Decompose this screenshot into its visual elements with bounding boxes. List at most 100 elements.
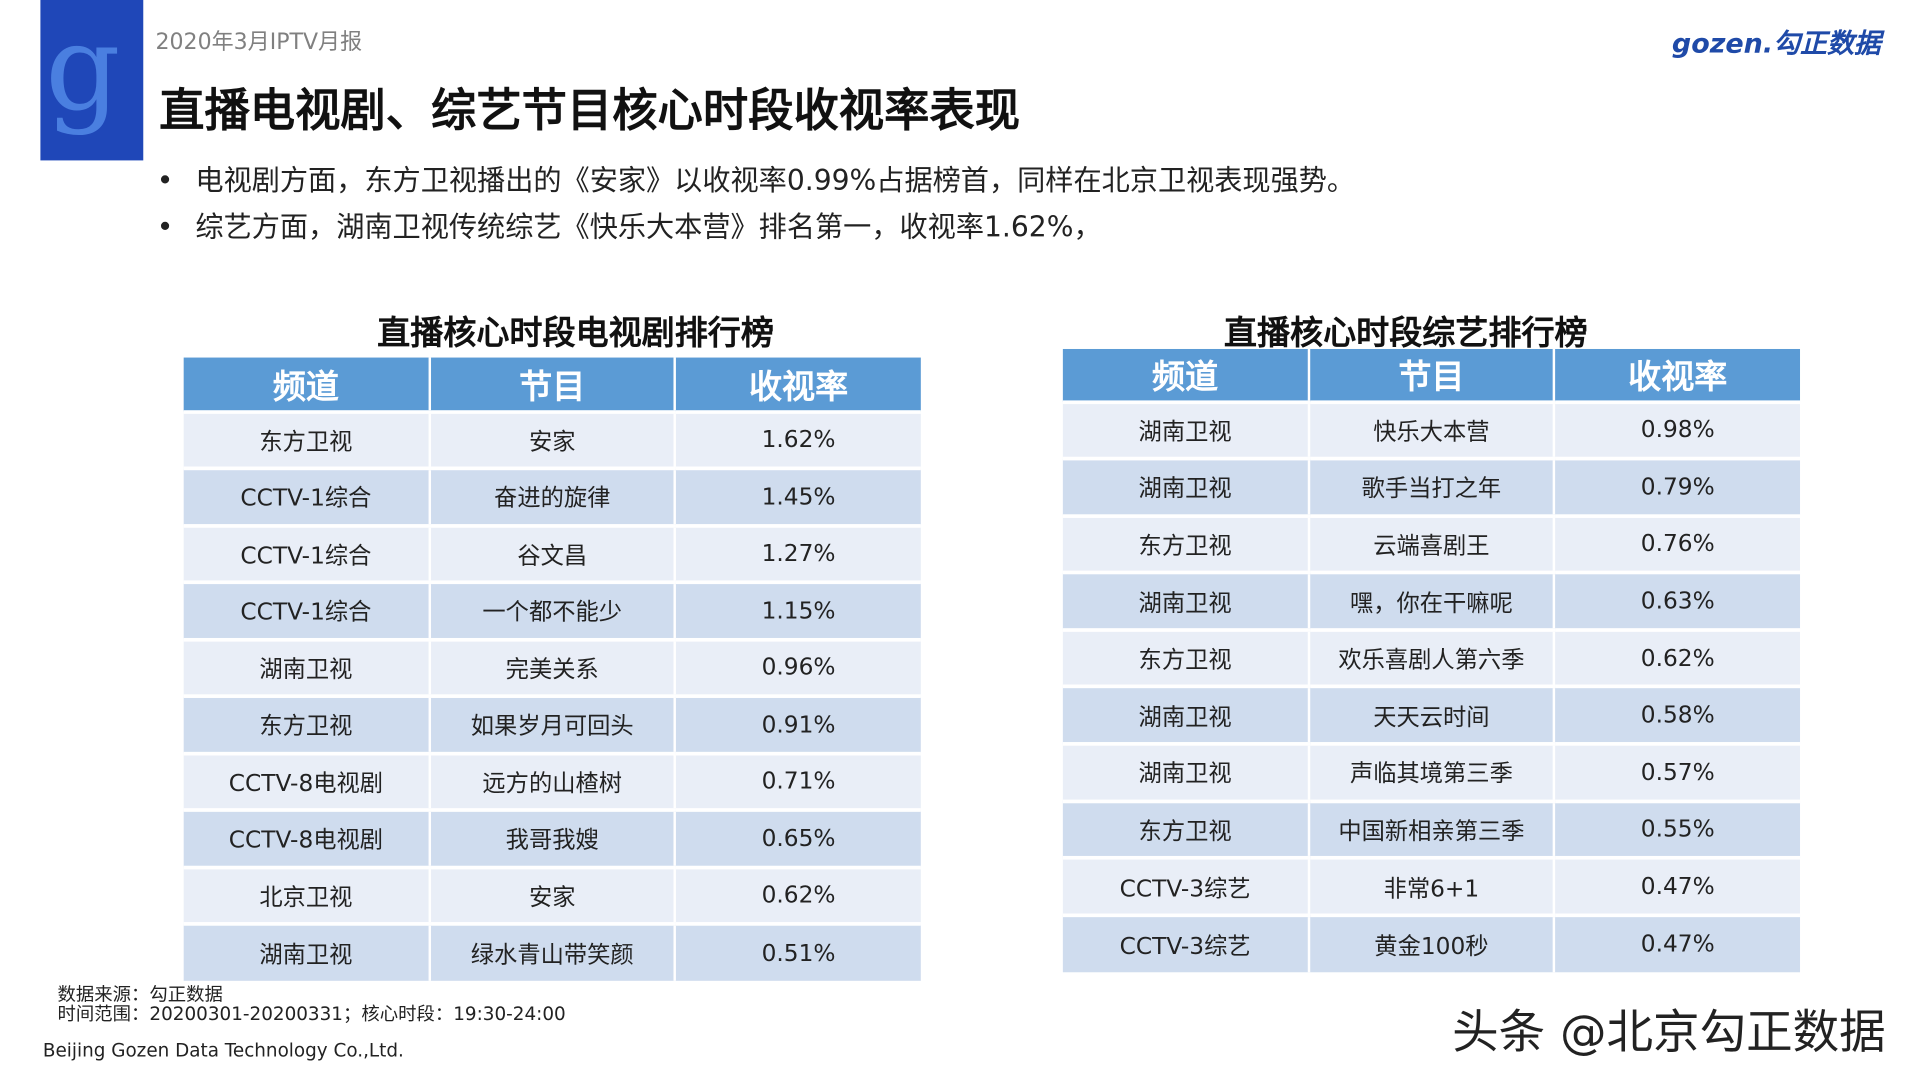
table-cell: 黄金100秒	[1308, 913, 1556, 973]
table-cell: 湖南卫视	[1062, 399, 1310, 459]
source-text: 数据来源：勾正数据	[57, 983, 223, 1006]
table-row: 湖南卫视 快乐大本营 0.98%	[1062, 399, 1801, 459]
table-row: 东方卫视 如果岁月可回头 0.91%	[183, 694, 921, 754]
logo-block: g	[40, 0, 144, 161]
table-cell: 非常6+1	[1308, 856, 1556, 916]
table-cell: 安家	[429, 409, 677, 469]
table-cell: 北京卫视	[183, 865, 431, 924]
table-cell: 0.47%	[1554, 856, 1801, 916]
table-cell: 1.27%	[675, 523, 921, 583]
table-cell: CCTV-8电视剧	[183, 751, 431, 811]
range-text: 时间范围：20200301-20200331；核心时段：19:30-24:00	[57, 1002, 566, 1025]
table-cell: 绿水青山带笑颜	[429, 922, 677, 981]
table-cell: 0.98%	[1554, 399, 1801, 459]
table-cell: CCTV-1综合	[183, 580, 431, 640]
page-title: 直播电视剧、综艺节目核心时段收视率表现	[159, 84, 1021, 138]
table-cell: CCTV-8电视剧	[183, 808, 431, 867]
table-cell: 0.65%	[675, 808, 921, 867]
table-cell: 天天云时间	[1308, 685, 1556, 744]
table-cell: CCTV-1综合	[183, 466, 431, 526]
table-cell: 0.76%	[1554, 513, 1801, 573]
table-cell: 湖南卫视	[1062, 570, 1310, 630]
table-cell: 快乐大本营	[1308, 399, 1556, 459]
table-row: CCTV-1综合 奋进的旋律 1.45%	[183, 466, 921, 526]
table-cell: 0.63%	[1554, 570, 1801, 630]
table-row: 东方卫视 云端喜剧王 0.76%	[1062, 513, 1801, 573]
table-row: 东方卫视 安家 1.62%	[183, 409, 921, 469]
watermark: 头条 @北京勾正数据	[1452, 1005, 1886, 1060]
table-row: CCTV-3综艺 非常6+1 0.47%	[1062, 856, 1801, 916]
bullet-item: • 电视剧方面，东方卫视播出的《安家》以收视率0.99%占据榜首，同样在北京卫视表…	[156, 165, 1356, 198]
table-cell: 我哥我嫂	[429, 808, 677, 867]
table-row: 东方卫视 中国新相亲第三季 0.55%	[1062, 799, 1801, 859]
table-cell: 奋进的旋律	[429, 466, 677, 526]
column-header: 节目	[1308, 348, 1556, 402]
bullet-item: • 综艺方面，湖南卫视传统综艺《快乐大本营》排名第一，收视率1.62%，	[156, 211, 1102, 244]
table-cell: 湖南卫视	[1062, 685, 1310, 744]
table-cell: 远方的山楂树	[429, 751, 677, 811]
table-cell: CCTV-3综艺	[1062, 913, 1310, 973]
table-row: 湖南卫视 绿水青山带笑颜 0.51%	[183, 922, 921, 981]
column-header: 收视率	[1554, 348, 1801, 402]
data-source: 数据来源：勾正数据 时间范围：20200301-20200331；核心时段：19…	[58, 984, 566, 1023]
table-cell: 0.51%	[675, 922, 921, 981]
company-name: Beijing Gozen Data Technology Co.,Ltd.	[42, 1039, 404, 1062]
report-label: 2020年3月IPTV月报	[155, 29, 363, 56]
table-row: 湖南卫视 歌手当打之年 0.79%	[1062, 456, 1801, 516]
table-cell: 东方卫视	[1062, 513, 1310, 573]
table-row: CCTV-1综合 一个都不能少 1.15%	[183, 580, 921, 640]
table-cell: 歌手当打之年	[1308, 456, 1556, 516]
table-cell: 东方卫视	[183, 409, 431, 469]
variety-table-title: 直播核心时段综艺排行榜	[1223, 314, 1588, 353]
table-cell: 东方卫视	[1062, 628, 1310, 687]
table-cell: 0.47%	[1554, 913, 1801, 973]
table-cell: 欢乐喜剧人第六季	[1308, 628, 1556, 687]
table-cell: 湖南卫视	[183, 922, 431, 981]
table-cell: 湖南卫视	[1062, 742, 1310, 802]
table-row: CCTV-8电视剧 远方的山楂树 0.71%	[183, 751, 921, 811]
table-cell: 谷文昌	[429, 523, 677, 583]
table-row: 湖南卫视 声临其境第三季 0.57%	[1062, 742, 1801, 802]
table-row: 湖南卫视 嘿，你在干嘛呢 0.63%	[1062, 570, 1801, 630]
table-cell: CCTV-1综合	[183, 523, 431, 583]
table-cell: 湖南卫视	[183, 637, 431, 697]
table-cell: 0.62%	[675, 865, 921, 924]
table-cell: 1.15%	[675, 580, 921, 640]
table-cell: 云端喜剧王	[1308, 513, 1556, 573]
table-cell: 东方卫视	[183, 694, 431, 754]
table-row: 北京卫视 安家 0.62%	[183, 865, 921, 924]
table-cell: 0.79%	[1554, 456, 1801, 516]
table-cell: 0.91%	[675, 694, 921, 754]
table-cell: 完美关系	[429, 637, 677, 697]
variety-ranking-table: 频道 节目 收视率 湖南卫视 快乐大本营 0.98% 湖南卫视 歌手当打之年 0.79% 东方卫视…	[1062, 348, 1801, 973]
table-cell: 一个都不能少	[429, 580, 677, 640]
table-cell: 0.62%	[1554, 628, 1801, 687]
table-cell: 声临其境第三季	[1308, 742, 1556, 802]
table-cell: 东方卫视	[1062, 799, 1310, 859]
table-cell: 0.55%	[1554, 799, 1801, 859]
table-cell: 安家	[429, 865, 677, 924]
table-cell: 0.57%	[1554, 742, 1801, 802]
table-row: 湖南卫视 天天云时间 0.58%	[1062, 685, 1801, 744]
table-cell: 1.62%	[675, 409, 921, 469]
table-row: CCTV-1综合 谷文昌 1.27%	[183, 523, 921, 583]
brand-logo: gozen.勾正数据	[1671, 29, 1881, 61]
table-cell: CCTV-3综艺	[1062, 856, 1310, 916]
table-row: 东方卫视 欢乐喜剧人第六季 0.62%	[1062, 628, 1801, 687]
table-cell: 0.71%	[675, 751, 921, 811]
column-header: 节目	[429, 357, 677, 412]
logo-g-icon: g	[45, 0, 121, 138]
column-header: 收视率	[675, 357, 921, 412]
table-row: CCTV-3综艺 黄金100秒 0.47%	[1062, 913, 1801, 973]
table-cell: 湖南卫视	[1062, 456, 1310, 516]
column-header: 频道	[183, 357, 431, 412]
table-cell: 1.45%	[675, 466, 921, 526]
table-row: 湖南卫视 完美关系 0.96%	[183, 637, 921, 697]
bullet-text: 综艺方面，湖南卫视传统综艺《快乐大本营》排名第一，收视率1.62%，	[195, 211, 1102, 244]
table-cell: 中国新相亲第三季	[1308, 799, 1556, 859]
drama-ranking-table: 频道 节目 收视率 东方卫视 安家 1.62% CCTV-1综合 奋进的旋律 1.45% CCTV…	[183, 357, 921, 981]
table-cell: 0.58%	[1554, 685, 1801, 744]
table-cell: 如果岁月可回头	[429, 694, 677, 754]
column-header: 频道	[1062, 348, 1310, 402]
drama-table-title: 直播核心时段电视剧排行榜	[377, 314, 774, 353]
